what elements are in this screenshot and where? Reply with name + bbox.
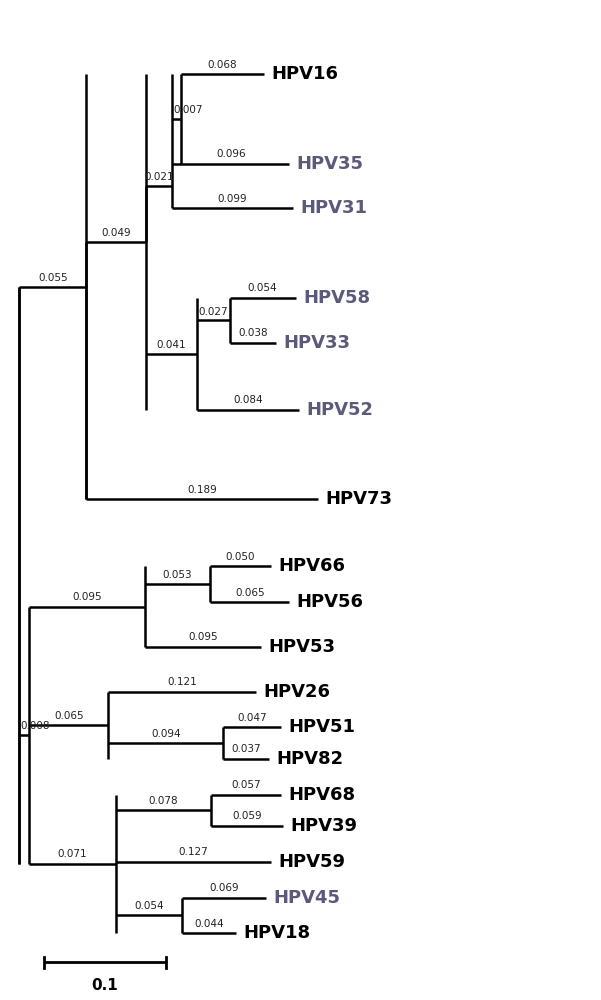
Text: HPV73: HPV73 — [325, 490, 392, 508]
Text: HPV58: HPV58 — [303, 289, 370, 307]
Text: 0.189: 0.189 — [187, 485, 217, 495]
Text: 0.050: 0.050 — [226, 552, 255, 562]
Text: 0.071: 0.071 — [58, 849, 87, 859]
Text: 0.099: 0.099 — [218, 194, 248, 204]
Text: HPV33: HPV33 — [284, 334, 350, 352]
Text: HPV56: HPV56 — [297, 593, 364, 611]
Text: 0.078: 0.078 — [148, 796, 178, 806]
Text: 0.065: 0.065 — [54, 711, 84, 721]
Text: 0.094: 0.094 — [151, 729, 181, 739]
Text: 0.007: 0.007 — [173, 105, 203, 115]
Text: 0.055: 0.055 — [38, 273, 68, 283]
Text: HPV66: HPV66 — [278, 557, 346, 575]
Text: HPV53: HPV53 — [269, 638, 336, 656]
Text: 0.049: 0.049 — [102, 228, 131, 238]
Text: 0.008: 0.008 — [20, 721, 50, 731]
Text: 0.041: 0.041 — [157, 340, 186, 350]
Text: 0.095: 0.095 — [189, 632, 218, 642]
Text: HPV51: HPV51 — [288, 718, 355, 736]
Text: 0.037: 0.037 — [231, 744, 261, 754]
Text: 0.054: 0.054 — [248, 283, 278, 293]
Text: 0.047: 0.047 — [237, 713, 267, 723]
Text: 0.057: 0.057 — [231, 780, 261, 790]
Text: 0.038: 0.038 — [238, 328, 267, 338]
Text: 0.021: 0.021 — [144, 172, 174, 182]
Text: 0.044: 0.044 — [194, 919, 224, 929]
Text: 0.053: 0.053 — [163, 570, 192, 580]
Text: HPV16: HPV16 — [271, 65, 338, 83]
Text: 0.054: 0.054 — [134, 901, 163, 911]
Text: HPV39: HPV39 — [291, 817, 358, 835]
Text: HPV31: HPV31 — [300, 199, 367, 217]
Text: 0.095: 0.095 — [72, 592, 102, 602]
Text: 0.068: 0.068 — [207, 60, 237, 70]
Text: HPV68: HPV68 — [288, 786, 355, 804]
Text: 0.096: 0.096 — [216, 149, 246, 159]
Text: HPV26: HPV26 — [264, 683, 331, 701]
Text: 0.127: 0.127 — [178, 847, 209, 857]
Text: 0.1: 0.1 — [91, 978, 118, 993]
Text: 0.027: 0.027 — [198, 307, 228, 317]
Text: 0.121: 0.121 — [168, 677, 197, 687]
Text: 0.069: 0.069 — [209, 883, 239, 893]
Text: HPV59: HPV59 — [278, 853, 346, 871]
Text: HPV52: HPV52 — [307, 401, 374, 419]
Text: 0.065: 0.065 — [235, 588, 264, 598]
Text: 0.059: 0.059 — [233, 811, 262, 821]
Text: HPV18: HPV18 — [243, 924, 310, 942]
Text: 0.084: 0.084 — [233, 395, 263, 405]
Text: HPV45: HPV45 — [273, 889, 341, 907]
Text: HPV35: HPV35 — [297, 155, 364, 173]
Text: HPV82: HPV82 — [276, 750, 343, 768]
